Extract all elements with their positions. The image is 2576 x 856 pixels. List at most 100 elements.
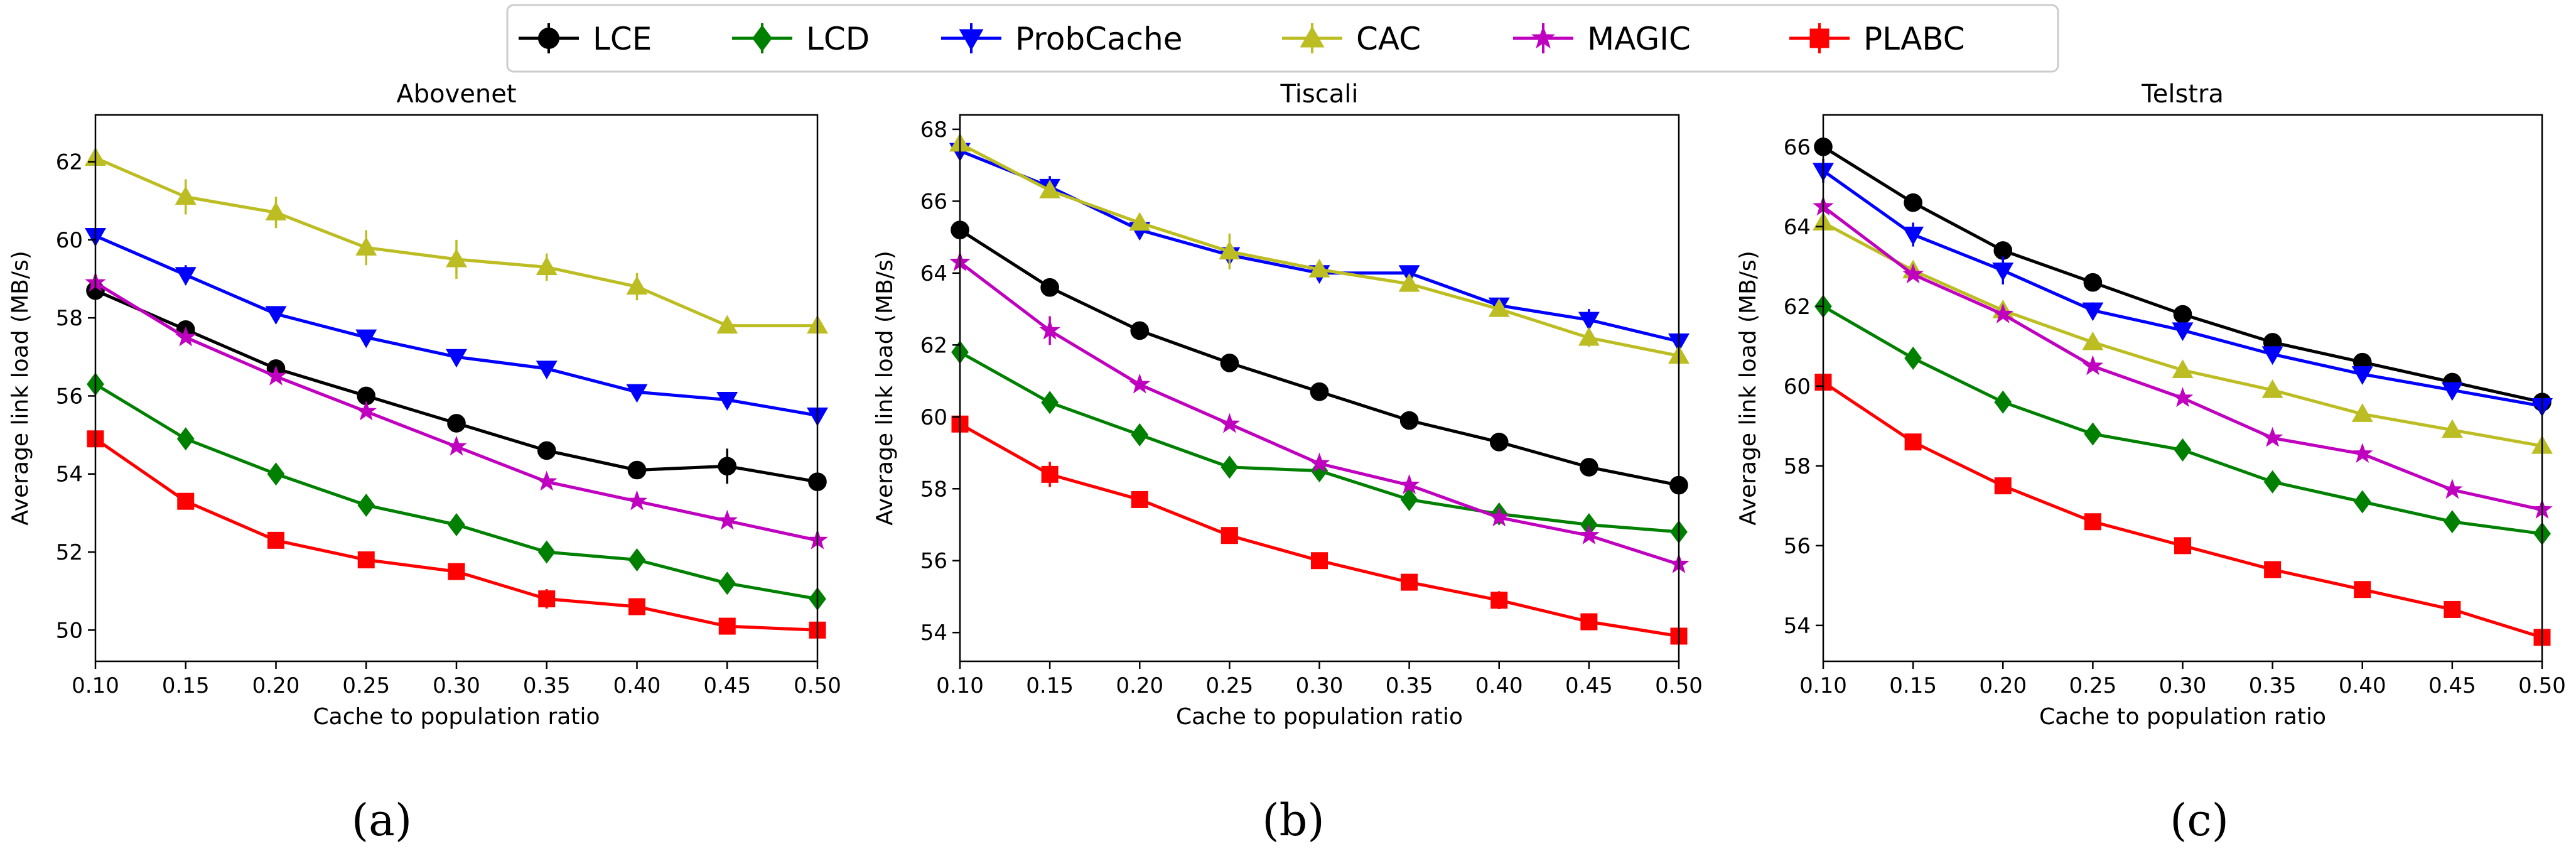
x-tick-label: 0.10	[72, 673, 119, 698]
data-point	[265, 306, 287, 325]
series-probcache	[949, 143, 1689, 352]
data-point	[447, 414, 466, 433]
data-point	[1398, 474, 1420, 494]
data-point	[538, 590, 556, 608]
panel-caption: (a)	[352, 794, 412, 846]
series-line	[94, 281, 818, 542]
data-point	[1219, 413, 1241, 433]
data-point	[1401, 573, 1418, 591]
data-point	[1220, 354, 1239, 372]
y-tick-label: 58	[920, 477, 947, 502]
y-tick-label: 52	[56, 540, 83, 565]
data-point	[2443, 510, 2461, 534]
y-tick-label: 50	[56, 618, 83, 643]
data-point	[1131, 423, 1149, 447]
legend-marker	[1809, 28, 1830, 48]
data-point	[2264, 561, 2282, 578]
y-tick-label: 60	[1784, 374, 1811, 399]
series-line	[959, 261, 1679, 566]
panels: 0.10 0.15 0.20 0.25 0.30 0.35 0.40 0.45 0.50 50 52…	[8, 80, 2566, 846]
legend-label: CAC	[1356, 21, 1421, 57]
data-point	[1488, 298, 1510, 317]
data-point	[628, 548, 646, 572]
data-point	[1904, 346, 1922, 370]
data-point	[716, 509, 738, 530]
series-plabc	[1814, 373, 2551, 646]
legend-marker	[538, 28, 559, 49]
y-tick-label: 56	[56, 384, 83, 409]
data-point	[2354, 581, 2371, 599]
data-point	[265, 365, 287, 386]
data-point	[626, 276, 648, 295]
y-tick-label: 62	[56, 150, 83, 175]
data-point	[1994, 390, 2012, 414]
x-tick-label: 0.20	[1116, 673, 1163, 698]
y-tick-label: 68	[920, 117, 947, 143]
x-tick-label: 0.30	[1296, 673, 1344, 698]
data-point	[1130, 321, 1150, 340]
data-point	[2351, 443, 2373, 463]
data-point	[2261, 346, 2283, 366]
data-point	[2173, 305, 2192, 324]
legend-entry-cac: CAC	[1282, 21, 1421, 57]
y-tick-label: 54	[1784, 614, 1811, 639]
series-lcd	[951, 340, 1688, 544]
series-plabc	[951, 415, 1688, 645]
y-tick-label: 58	[56, 306, 83, 331]
data-point	[718, 572, 736, 595]
y-tick-label: 62	[1784, 295, 1811, 320]
data-point	[1221, 527, 1238, 544]
data-point	[537, 540, 556, 564]
data-point	[355, 329, 377, 349]
y-tick-label: 54	[56, 462, 83, 487]
data-point	[267, 462, 285, 486]
data-point	[1490, 592, 1508, 609]
x-tick-label: 0.45	[703, 673, 751, 698]
x-axis-label: Cache to population ratio	[313, 704, 600, 730]
data-point	[1578, 312, 1600, 331]
data-point	[446, 349, 467, 368]
data-point	[2351, 366, 2373, 385]
data-point	[1041, 465, 1059, 483]
y-tick-label: 56	[920, 549, 947, 574]
data-point	[1129, 212, 1151, 231]
x-tick-label: 0.50	[2518, 673, 2566, 698]
data-point	[446, 435, 467, 456]
chart-panel-abovenet: 0.10 0.15 0.20 0.25 0.30 0.35 0.40 0.45 0.50 50 52…	[8, 80, 841, 846]
legend-entry-lce: LCE	[519, 21, 652, 57]
x-tick-label: 0.35	[2249, 673, 2297, 698]
chart-title: Tiscali	[1280, 80, 1359, 109]
data-point	[446, 248, 467, 268]
data-point	[1580, 458, 1598, 477]
data-point	[626, 490, 648, 511]
data-point	[355, 400, 377, 421]
data-point	[2172, 322, 2194, 342]
data-point	[2444, 600, 2461, 618]
series-cac	[85, 147, 828, 334]
y-tick-label: 54	[920, 620, 947, 646]
data-point	[1578, 524, 1600, 544]
data-point	[537, 441, 556, 460]
data-point	[1129, 373, 1151, 394]
data-point	[2441, 382, 2463, 401]
data-point	[2351, 403, 2373, 422]
data-point	[1904, 193, 1922, 212]
x-tick-label: 0.40	[2339, 673, 2386, 698]
data-point	[1310, 382, 1329, 401]
legend-entry-lcd: LCD	[732, 21, 870, 57]
data-point	[448, 512, 465, 537]
y-axis-label: Average link load (MB/s)	[872, 251, 898, 526]
data-point	[355, 237, 377, 256]
x-tick-label: 0.35	[523, 673, 571, 698]
data-point	[2084, 513, 2101, 531]
x-tick-label: 0.25	[342, 673, 390, 698]
chart-title: Abovenet	[396, 80, 516, 109]
x-tick-label: 0.20	[1979, 673, 2027, 698]
data-point	[2261, 379, 2283, 398]
x-tick-label: 0.25	[1206, 673, 1254, 698]
x-tick-label: 0.45	[1565, 673, 1613, 698]
data-point	[2083, 273, 2103, 292]
data-point	[357, 551, 375, 568]
y-tick-label: 60	[56, 228, 83, 253]
data-point	[1311, 552, 1328, 570]
